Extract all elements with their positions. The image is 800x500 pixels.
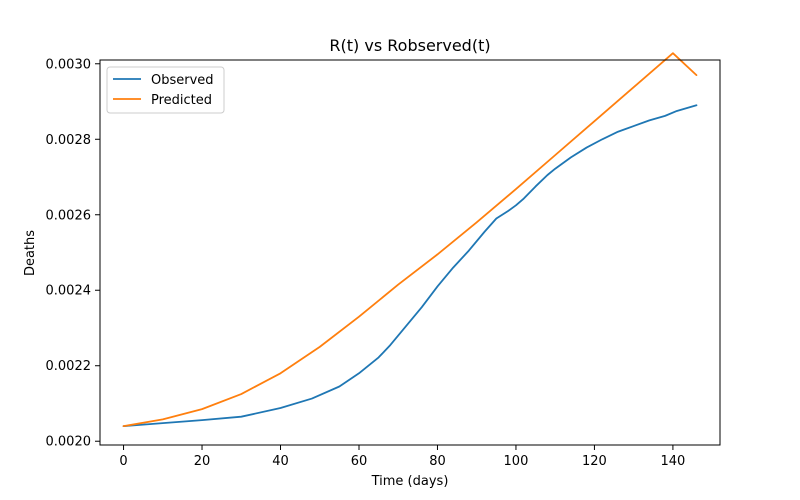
x-tick-label: 60	[351, 454, 368, 469]
series-line-predicted	[122, 52, 698, 428]
x-tick-label: 20	[194, 454, 211, 469]
x-tick-label: 40	[272, 454, 289, 469]
legend-label-observed: Observed	[151, 73, 214, 88]
y-axis-label: Deaths	[23, 230, 38, 276]
y-tick-label: 0.0020	[46, 435, 92, 450]
series-layer	[122, 52, 698, 428]
x-tick-label: 120	[582, 454, 607, 469]
y-tick-label: 0.0028	[46, 133, 92, 148]
y-tick-label: 0.0026	[46, 208, 92, 223]
series-line-observed	[122, 104, 698, 428]
x-axis-ticks: 0 20 40 60 80 100 120 140	[119, 445, 685, 469]
plot-frame	[99, 59, 721, 446]
legend-label-predicted: Predicted	[151, 93, 212, 108]
x-tick-label: 0	[119, 454, 127, 469]
y-tick-label: 0.0024	[46, 284, 92, 299]
y-tick-label: 0.0022	[46, 359, 92, 374]
chart-title: R(t) vs Robserved(t)	[329, 36, 490, 55]
x-tick-label: 80	[429, 454, 446, 469]
x-tick-label: 140	[660, 454, 685, 469]
x-tick-label: 100	[504, 454, 529, 469]
plot-background	[100, 60, 720, 445]
legend: Observed Predicted	[106, 66, 225, 114]
y-tick-label: 0.0030	[46, 57, 92, 72]
x-axis-label: Time (days)	[371, 474, 449, 489]
y-axis-ticks: 0.0020 0.0022 0.0024 0.0026 0.0028 0.0030	[46, 57, 100, 450]
